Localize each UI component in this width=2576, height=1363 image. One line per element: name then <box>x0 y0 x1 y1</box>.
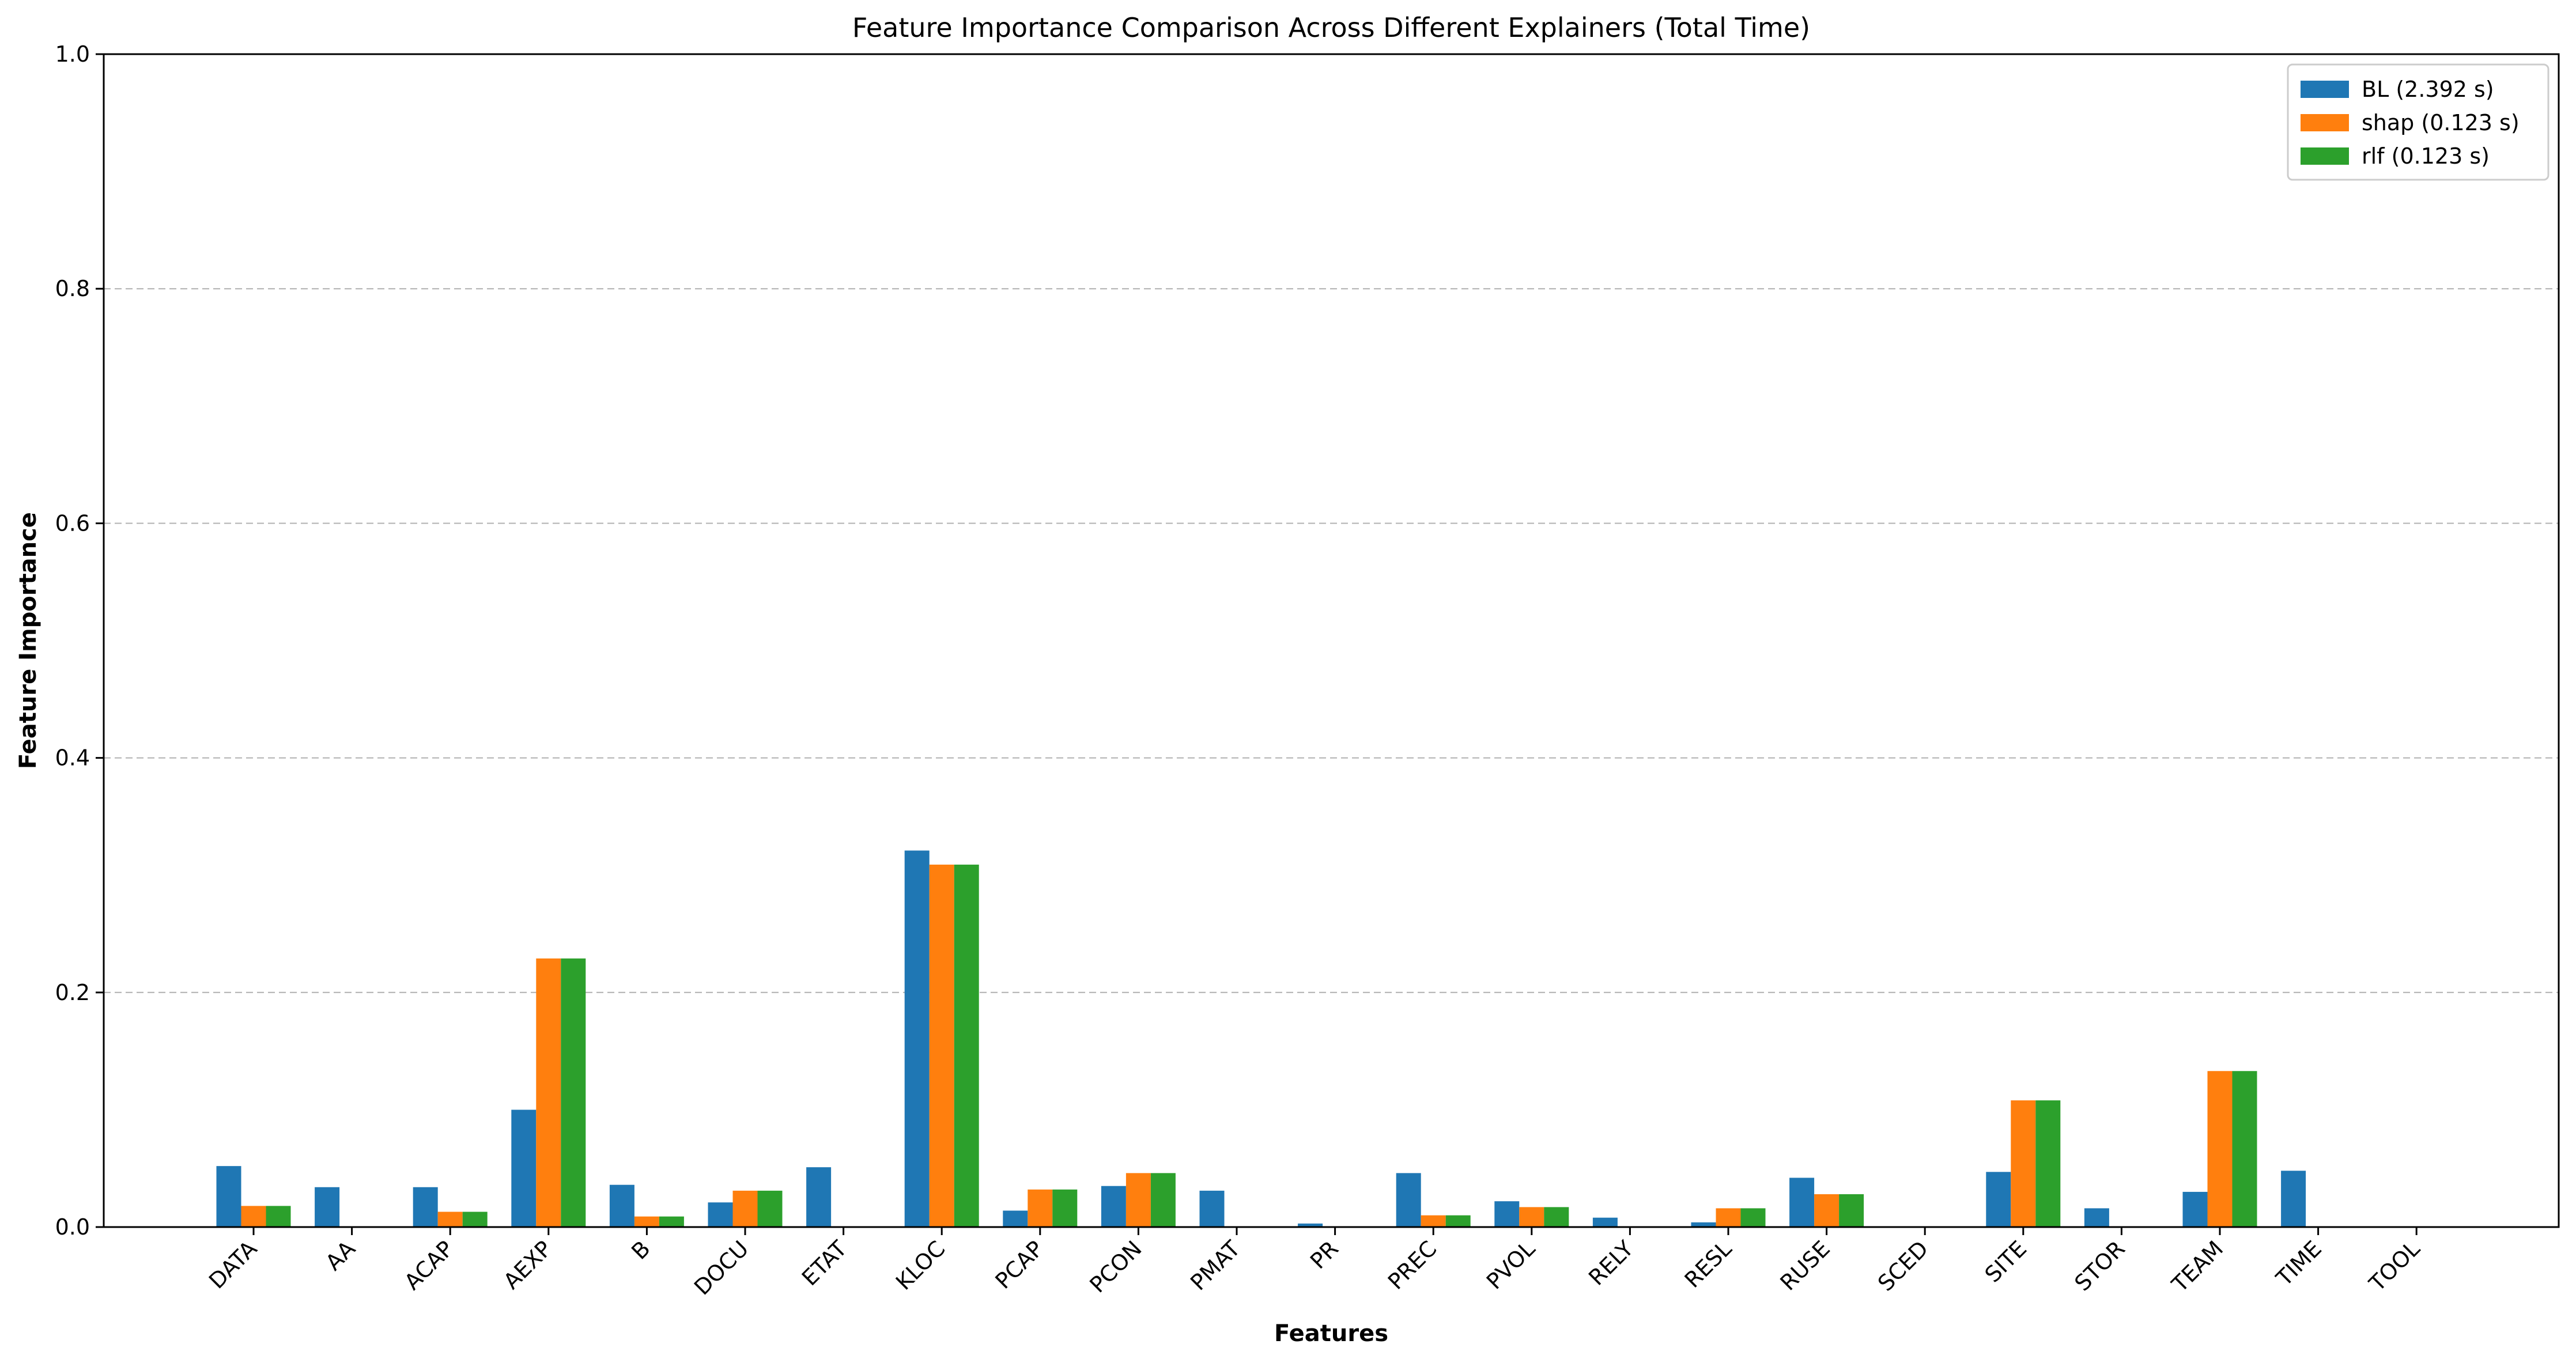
x-tick-label: SCED <box>1873 1236 1933 1296</box>
bar-resl <box>1716 1208 1741 1227</box>
bar-docu <box>732 1190 758 1227</box>
bar-docu <box>708 1202 733 1227</box>
x-tick-label: RESL <box>1680 1236 1737 1293</box>
bar-etat <box>806 1167 832 1227</box>
bar-docu <box>757 1190 783 1227</box>
x-tick-label: SITE <box>1980 1236 2031 1287</box>
x-tick-label: RELY <box>1584 1236 1638 1290</box>
bar-pmat <box>1199 1190 1225 1227</box>
bar-time <box>2281 1171 2306 1227</box>
series-rlf <box>266 864 2257 1227</box>
bar-pcap <box>1003 1210 1028 1227</box>
bar-stor <box>2084 1208 2109 1227</box>
bar-prec <box>1421 1215 1446 1227</box>
y-tick-label: 0.6 <box>55 510 90 536</box>
bar-ruse <box>1789 1178 1815 1227</box>
legend-swatch <box>2301 147 2349 165</box>
legend-entry: shap (0.123 s) <box>2362 110 2520 135</box>
x-tick-label: PMAT <box>1185 1236 1245 1296</box>
bar-resl <box>1740 1208 1766 1227</box>
legend-swatch <box>2301 81 2349 98</box>
x-tick-label: PCON <box>1085 1236 1146 1297</box>
legend-entry: rlf (0.123 s) <box>2362 143 2490 169</box>
x-tick-label: PREC <box>1383 1236 1442 1294</box>
bar-acap <box>413 1187 438 1227</box>
bar-team <box>2182 1191 2208 1227</box>
bar-aexp <box>561 958 586 1227</box>
bar-aexp <box>536 958 561 1227</box>
y-axis-label: Feature Importance <box>15 512 41 769</box>
bar-data <box>216 1166 241 1227</box>
bar-ruse <box>1814 1194 1840 1227</box>
bar-pr <box>1298 1223 1323 1227</box>
bar-acap <box>437 1211 463 1227</box>
series-bl <box>216 850 2306 1227</box>
x-tick-label: PR <box>1305 1236 1343 1274</box>
bar-b <box>609 1184 634 1227</box>
bar-pcap <box>1028 1189 1053 1227</box>
plot-area-frame <box>103 53 2560 1228</box>
legend: BL (2.392 s) shap (0.123 s) rlf (0.123 s) <box>2287 63 2549 181</box>
y-tick-label: 0.2 <box>55 980 90 1005</box>
x-tick-label: STOR <box>2069 1236 2129 1296</box>
bar-aa <box>315 1187 340 1227</box>
bar-pcap <box>1052 1189 1078 1227</box>
bar-prec <box>1396 1173 1421 1227</box>
y-tick-label: 0.8 <box>55 276 90 301</box>
bar-b <box>659 1216 684 1227</box>
bar-kloc <box>929 864 954 1227</box>
y-axis-ticks: 0.0 0.2 0.4 0.6 0.8 1.0 <box>55 41 104 1240</box>
bar-kloc <box>904 850 930 1227</box>
legend-entry: BL (2.392 s) <box>2362 77 2494 102</box>
bar-site <box>2011 1100 2036 1227</box>
bar-pvol <box>1519 1207 1544 1227</box>
bar-prec <box>1445 1215 1471 1227</box>
x-tick-label: PCAP <box>991 1236 1049 1294</box>
x-tick-label: B <box>626 1236 655 1264</box>
x-tick-label: AEXP <box>498 1236 557 1294</box>
bar-pvol <box>1494 1201 1520 1227</box>
bar-acap <box>462 1211 488 1227</box>
x-axis-label: Features <box>1274 1320 1388 1347</box>
grid-lines <box>104 288 2559 993</box>
bar-team <box>2207 1071 2233 1227</box>
bar-rely <box>1592 1217 1618 1227</box>
chart-title: Feature Importance Comparison Across Dif… <box>852 12 1810 43</box>
bar-team <box>2232 1071 2257 1227</box>
legend-box <box>2287 63 2549 181</box>
y-tick-label: 1.0 <box>55 41 90 67</box>
bar-ruse <box>1839 1194 1864 1227</box>
bar-site <box>2035 1100 2061 1227</box>
x-tick-label: AA <box>320 1236 360 1275</box>
y-tick-label: 0.4 <box>55 745 90 771</box>
bar-site <box>1986 1172 2011 1227</box>
x-axis-ticks: DATA AA ACAP AEXP B DOCU ETAT KLOC PCAP PCON PMAT P… <box>204 1227 2425 1300</box>
bar-b <box>634 1216 659 1227</box>
x-tick-label: TOOL <box>2364 1236 2425 1297</box>
x-tick-label: ACAP <box>399 1236 458 1294</box>
x-tick-label: ETAT <box>797 1236 852 1291</box>
series-shap <box>241 864 2233 1227</box>
x-tick-label: TIME <box>2271 1236 2326 1291</box>
bar-pcon <box>1150 1173 1176 1227</box>
legend-swatch <box>2301 114 2349 131</box>
bar-data <box>266 1206 291 1227</box>
x-tick-label: DATA <box>204 1236 262 1293</box>
bar-aexp <box>511 1110 537 1227</box>
bars <box>216 850 2306 1227</box>
bar-data <box>241 1206 266 1227</box>
y-tick-label: 0.0 <box>55 1214 90 1240</box>
x-tick-label: PVOL <box>1482 1236 1540 1294</box>
bar-pvol <box>1544 1207 1569 1227</box>
bar-pcon <box>1101 1186 1126 1227</box>
x-tick-label: DOCU <box>689 1236 753 1300</box>
x-tick-label: RUSE <box>1775 1236 1834 1295</box>
bar-pcon <box>1125 1173 1151 1227</box>
bar-resl <box>1691 1222 1716 1227</box>
bar-kloc <box>954 864 979 1227</box>
x-tick-label: TEAM <box>2167 1236 2228 1297</box>
x-tick-label: KLOC <box>891 1236 950 1295</box>
